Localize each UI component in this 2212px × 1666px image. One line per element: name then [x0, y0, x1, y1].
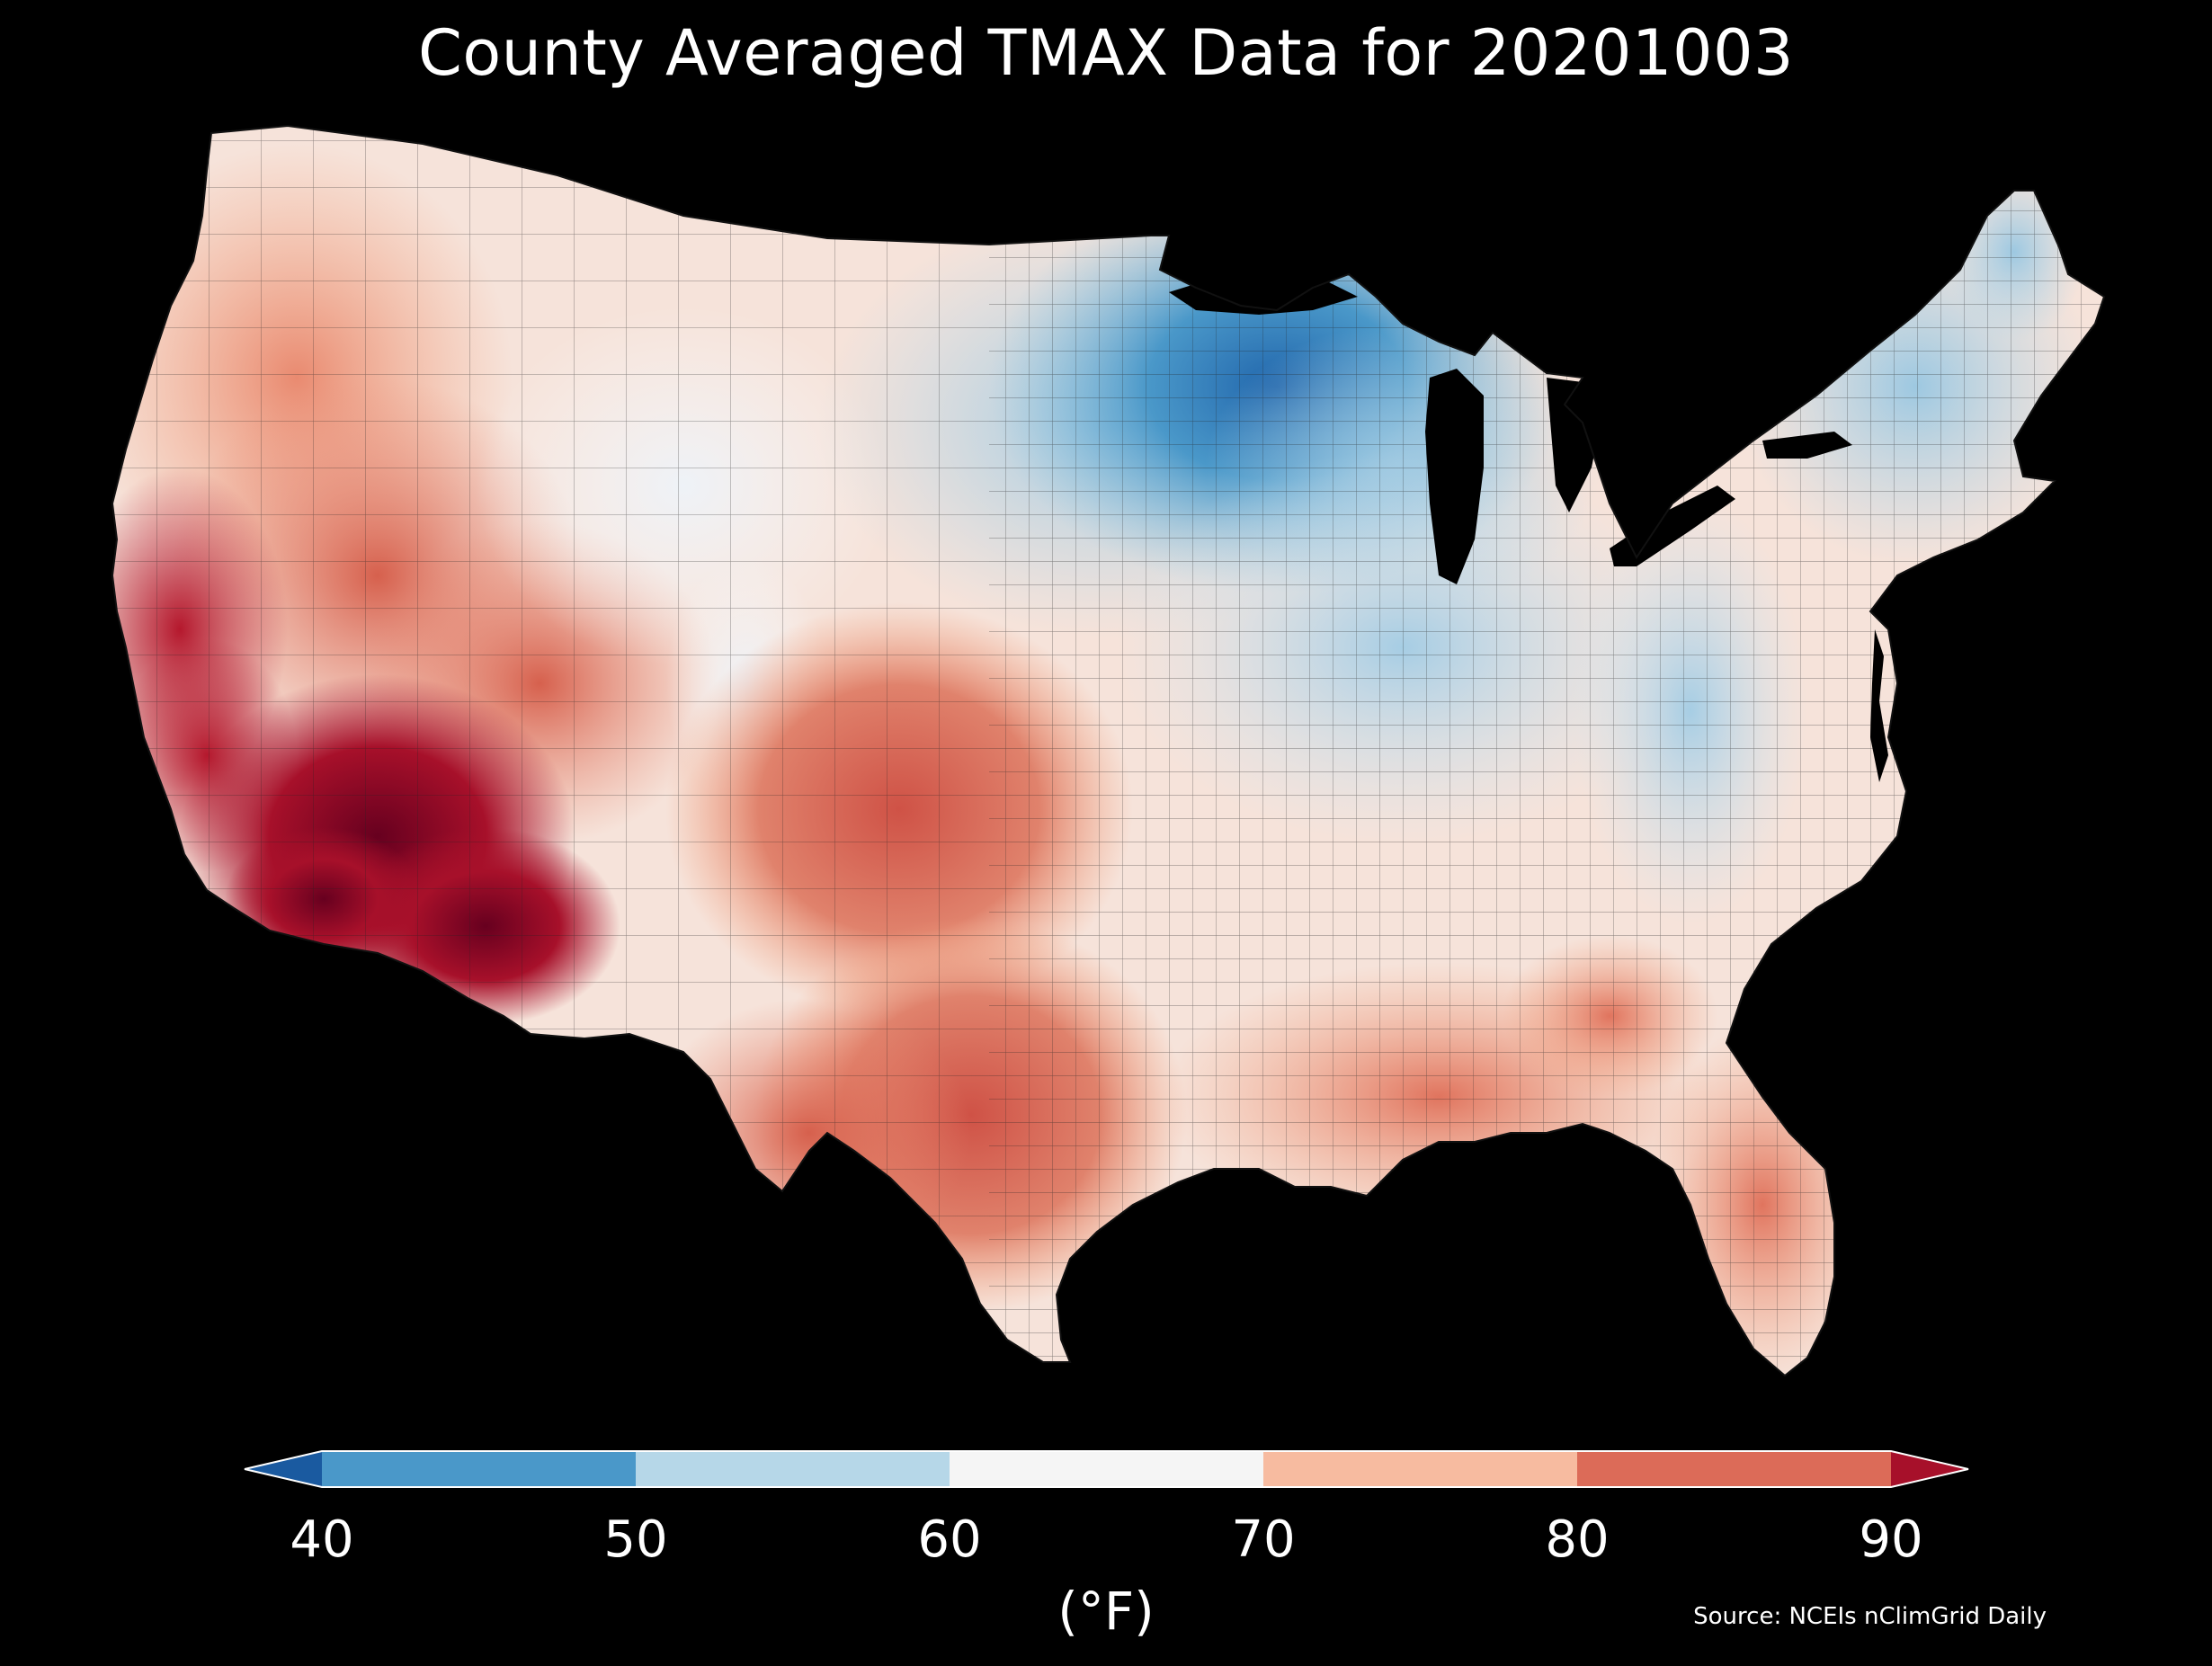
colorbar-units: (°F) — [1057, 1581, 1155, 1642]
colorbar-bin-60-70 — [950, 1451, 1263, 1487]
colorbar-tick-70: 70 — [1231, 1510, 1296, 1569]
colorbar-extend-low — [245, 1451, 322, 1487]
colorbar-bin-50-60 — [636, 1451, 950, 1487]
map-title: County Averaged TMAX Data for 20201003 — [417, 16, 1795, 90]
colorbar-bin-70-80 — [1263, 1451, 1577, 1487]
colorbar-outline — [244, 1450, 1969, 1488]
colorbar-tick-90: 90 — [1859, 1510, 1923, 1569]
colorbar-tick-60: 60 — [917, 1510, 982, 1569]
colorbar-bin-80-90 — [1577, 1451, 1891, 1487]
colorbar-tick-80: 80 — [1545, 1510, 1610, 1569]
chesapeake-bay — [1870, 629, 1888, 782]
colorbar-extend-high — [1891, 1451, 1968, 1487]
colorbar-tick-40: 40 — [290, 1510, 354, 1569]
colorbar-tick-50: 50 — [603, 1510, 668, 1569]
source-credit: Source: NCEIs nClimGrid Daily — [1693, 1603, 2047, 1630]
great-lakes — [1169, 270, 1852, 584]
colorbar-bin-40-50 — [322, 1451, 636, 1487]
